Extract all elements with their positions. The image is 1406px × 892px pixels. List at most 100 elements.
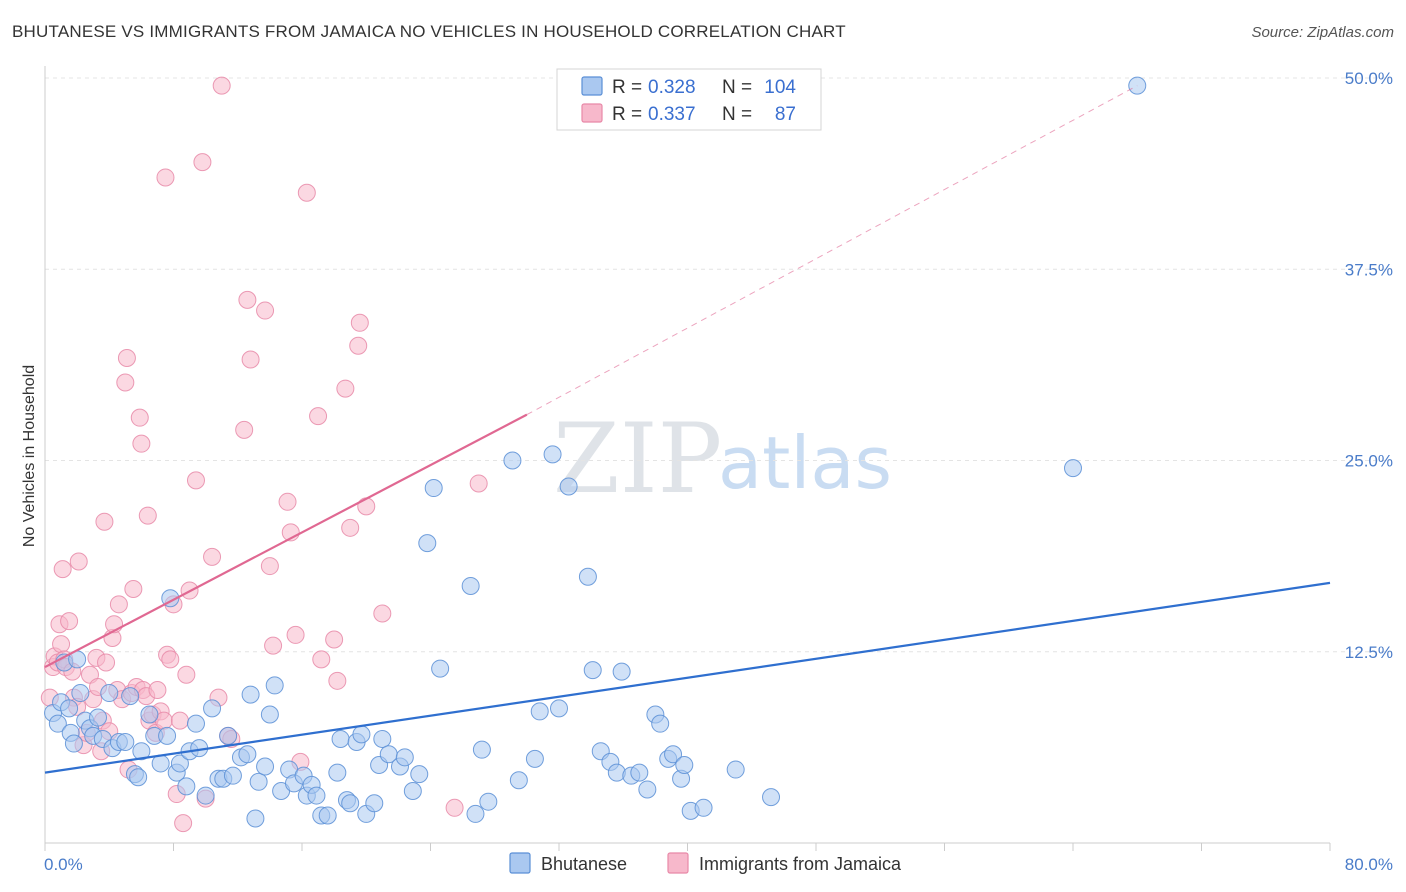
bhutanese-point bbox=[479, 792, 498, 811]
bottom-legend: Bhutanese Immigrants from Jamaica bbox=[509, 852, 902, 874]
bhutanese-point bbox=[116, 733, 135, 752]
bhutanese-point bbox=[186, 714, 205, 733]
bhutanese-point bbox=[170, 754, 189, 773]
chart-title: BHUTANESE VS IMMIGRANTS FROM JAMAICA NO … bbox=[12, 22, 846, 41]
bhutanese-point bbox=[307, 786, 326, 805]
legend-r-label: R = bbox=[612, 77, 642, 98]
bhutanese-point bbox=[246, 809, 265, 828]
jamaica-point bbox=[309, 407, 328, 426]
legend-r-value-jamaica: 0.337 bbox=[648, 104, 696, 125]
bottom-legend-label-bhutanese: Bhutanese bbox=[541, 854, 627, 874]
bhutanese-point bbox=[525, 749, 544, 768]
bhutanese-point bbox=[583, 661, 602, 680]
y-axis-label: No Vehicles in Household bbox=[21, 365, 38, 547]
trend-lines bbox=[44, 85, 1331, 774]
bhutanese-point bbox=[121, 687, 140, 706]
bhutanese-point bbox=[762, 788, 781, 807]
jamaica-point bbox=[161, 650, 180, 669]
jamaica-point bbox=[156, 168, 175, 187]
jamaica-point bbox=[357, 497, 376, 516]
bhutanese-point bbox=[260, 705, 279, 724]
bhutanese-point bbox=[612, 662, 631, 681]
legend-r-value-bhutanese: 0.328 bbox=[648, 77, 696, 98]
jamaica-point bbox=[212, 76, 231, 95]
legend-swatch-jamaica bbox=[581, 103, 603, 123]
bhutanese-point bbox=[265, 676, 284, 695]
bhutanese-point bbox=[638, 780, 657, 799]
x-tick-label-min: 0.0% bbox=[44, 855, 83, 874]
legend-n-label: N = bbox=[722, 77, 752, 98]
jamaica-point bbox=[109, 595, 128, 614]
jamaica-point bbox=[170, 711, 189, 730]
legend-n-label: N = bbox=[722, 104, 752, 125]
bhutanese-point bbox=[461, 576, 480, 595]
chart-source: Source: ZipAtlas.com bbox=[1251, 24, 1394, 41]
bhutanese-point bbox=[64, 734, 83, 753]
bhutanese-trend-line bbox=[44, 581, 1331, 774]
jamaica-point bbox=[445, 798, 464, 817]
y-tick-label: 37.5% bbox=[1345, 260, 1393, 279]
jamaica-point bbox=[341, 518, 360, 537]
watermark: ZIP atlas bbox=[553, 403, 892, 515]
jamaica-point bbox=[350, 313, 369, 332]
bottom-legend-label-jamaica: Immigrants from Jamaica bbox=[699, 854, 902, 874]
bottom-legend-swatch-bhutanese bbox=[509, 852, 531, 874]
bhutanese-point bbox=[238, 745, 257, 764]
bhutanese-point bbox=[466, 804, 485, 823]
bhutanese-point bbox=[203, 699, 222, 718]
bhutanese-point bbox=[223, 766, 242, 785]
bhutanese-point bbox=[578, 567, 597, 586]
bhutanese-point bbox=[630, 763, 649, 782]
bhutanese-point bbox=[373, 729, 392, 748]
bhutanese-point bbox=[318, 806, 337, 825]
legend-n-value-jamaica: 87 bbox=[775, 104, 796, 125]
bhutanese-point bbox=[418, 534, 437, 553]
legend-r-label: R = bbox=[612, 104, 642, 125]
jamaica-point bbox=[95, 512, 114, 531]
jamaica-point bbox=[256, 301, 275, 320]
bhutanese-point bbox=[241, 685, 260, 704]
legend-swatch-bhutanese bbox=[581, 76, 603, 96]
jamaica-point bbox=[60, 612, 79, 631]
y-tick-label: 12.5% bbox=[1345, 643, 1393, 662]
bhutanese-point bbox=[424, 479, 443, 498]
bhutanese-point bbox=[331, 729, 350, 748]
jamaica-point bbox=[325, 630, 344, 649]
bhutanese-point bbox=[664, 745, 683, 764]
bhutanese-point bbox=[509, 771, 528, 790]
bottom-legend-swatch-jamaica bbox=[667, 852, 689, 874]
bhutanese-point bbox=[249, 772, 268, 791]
bhutanese-point bbox=[1064, 459, 1082, 478]
jamaica-point bbox=[349, 336, 368, 355]
bhutanese-point bbox=[530, 702, 549, 721]
jamaica-point bbox=[124, 580, 143, 599]
bhutanese-point bbox=[395, 748, 414, 767]
jamaica-point bbox=[69, 552, 88, 571]
bhutanese-point bbox=[503, 451, 522, 470]
jamaica-point bbox=[130, 408, 149, 427]
jamaica-trend-extension bbox=[526, 85, 1138, 416]
bhutanese-point bbox=[100, 684, 119, 703]
jamaica-point bbox=[186, 471, 205, 490]
jamaica-point bbox=[286, 625, 305, 644]
bhutanese-point bbox=[341, 794, 360, 813]
bhutanese-point bbox=[694, 798, 713, 817]
bhutanese-point bbox=[675, 755, 694, 774]
jamaica-point bbox=[373, 604, 392, 623]
jamaica-point bbox=[297, 183, 316, 202]
bhutanese-point bbox=[158, 726, 177, 745]
jamaica-point bbox=[312, 650, 331, 669]
watermark-zip: ZIP bbox=[553, 403, 722, 515]
bhutanese-point bbox=[140, 705, 159, 724]
jamaica-point bbox=[241, 350, 260, 369]
bhutanese-point bbox=[89, 708, 108, 727]
jamaica-trend-line bbox=[44, 413, 528, 669]
jamaica-point bbox=[238, 290, 257, 309]
bhutanese-point bbox=[328, 763, 347, 782]
jamaica-point bbox=[52, 635, 71, 654]
jamaica-point bbox=[97, 653, 116, 672]
jamaica-point bbox=[328, 671, 347, 690]
y-tick-labels: 12.5% 25.0% 37.5% 50.0% bbox=[1345, 69, 1393, 662]
jamaica-point bbox=[264, 636, 283, 655]
